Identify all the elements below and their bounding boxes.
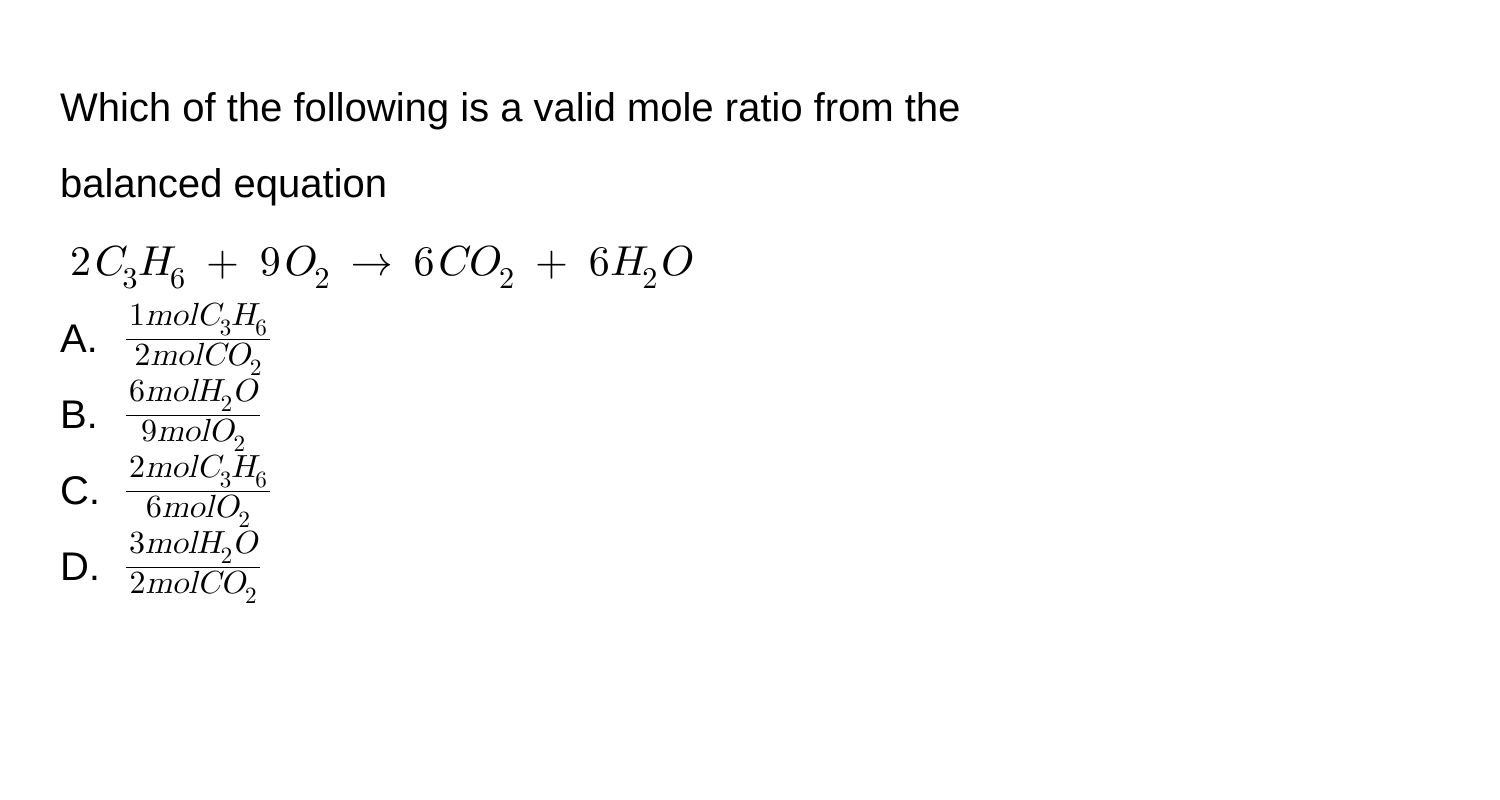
species-3-base: CO: [435, 242, 499, 284]
option-a[interactable]: A. 1molC3H6 2molCO2: [60, 301, 1440, 377]
option-d-denominator: 2molCO2: [126, 568, 260, 607]
species-2-base: O: [281, 242, 314, 284]
coef-1: 2: [70, 242, 92, 284]
species-4-base: H: [610, 242, 642, 284]
species-4-sub: 2: [642, 264, 658, 294]
option-b-denominator: 9molO2: [126, 416, 260, 455]
question-line-1: Which of the following is a valid mole r…: [60, 86, 960, 130]
option-d-fraction: 3molH2O 2molCO2: [126, 528, 260, 606]
arrow-icon: →: [344, 242, 399, 284]
option-letter-a: A.: [60, 317, 126, 362]
species-2-sub: 2: [314, 264, 330, 294]
species-1-sub2: 6: [170, 264, 186, 294]
option-d-numerator: 3molH2O: [126, 528, 260, 568]
option-c-denominator: 6molO2: [126, 492, 270, 531]
option-b-numerator: 6molH2O: [126, 376, 260, 416]
option-letter-c: C.: [60, 469, 126, 514]
species-1-sub1: 3: [122, 264, 138, 294]
option-letter-d: D.: [60, 545, 126, 590]
species-1-base: C: [92, 242, 123, 284]
species-3-sub: 2: [499, 264, 515, 294]
answer-options: A. 1molC3H6 2molCO2 B. 6molH2O 9molO2 C.…: [60, 301, 1440, 605]
option-c[interactable]: C. 2molC3H6 6molO2: [60, 453, 1440, 529]
question-line-2: balanced equation: [60, 162, 387, 206]
option-letter-b: B.: [60, 393, 126, 438]
species-1-base2: H: [138, 242, 170, 284]
option-d[interactable]: D. 3molH2O 2molCO2: [60, 529, 1440, 605]
chemical-equation: 2C3H6 + 9O2 → 6CO2 + 6H2O: [70, 238, 1440, 293]
option-c-fraction: 2molC3H6 6molO2: [126, 452, 270, 530]
option-b[interactable]: B. 6molH2O 9molO2: [60, 377, 1440, 453]
option-c-numerator: 2molC3H6: [126, 452, 270, 492]
option-a-denominator: 2molCO2: [126, 340, 270, 379]
option-b-fraction: 6molH2O 9molO2: [126, 376, 260, 454]
coef-4: 6: [589, 242, 611, 284]
option-a-numerator: 1molC3H6: [126, 300, 270, 340]
plus-1: +: [200, 242, 245, 284]
option-a-fraction: 1molC3H6 2molCO2: [126, 300, 270, 378]
coef-3: 6: [413, 242, 435, 284]
species-4-base2: O: [658, 242, 691, 284]
plus-2: +: [529, 242, 574, 284]
question-text: Which of the following is a valid mole r…: [60, 70, 1440, 222]
coef-2: 9: [260, 242, 282, 284]
